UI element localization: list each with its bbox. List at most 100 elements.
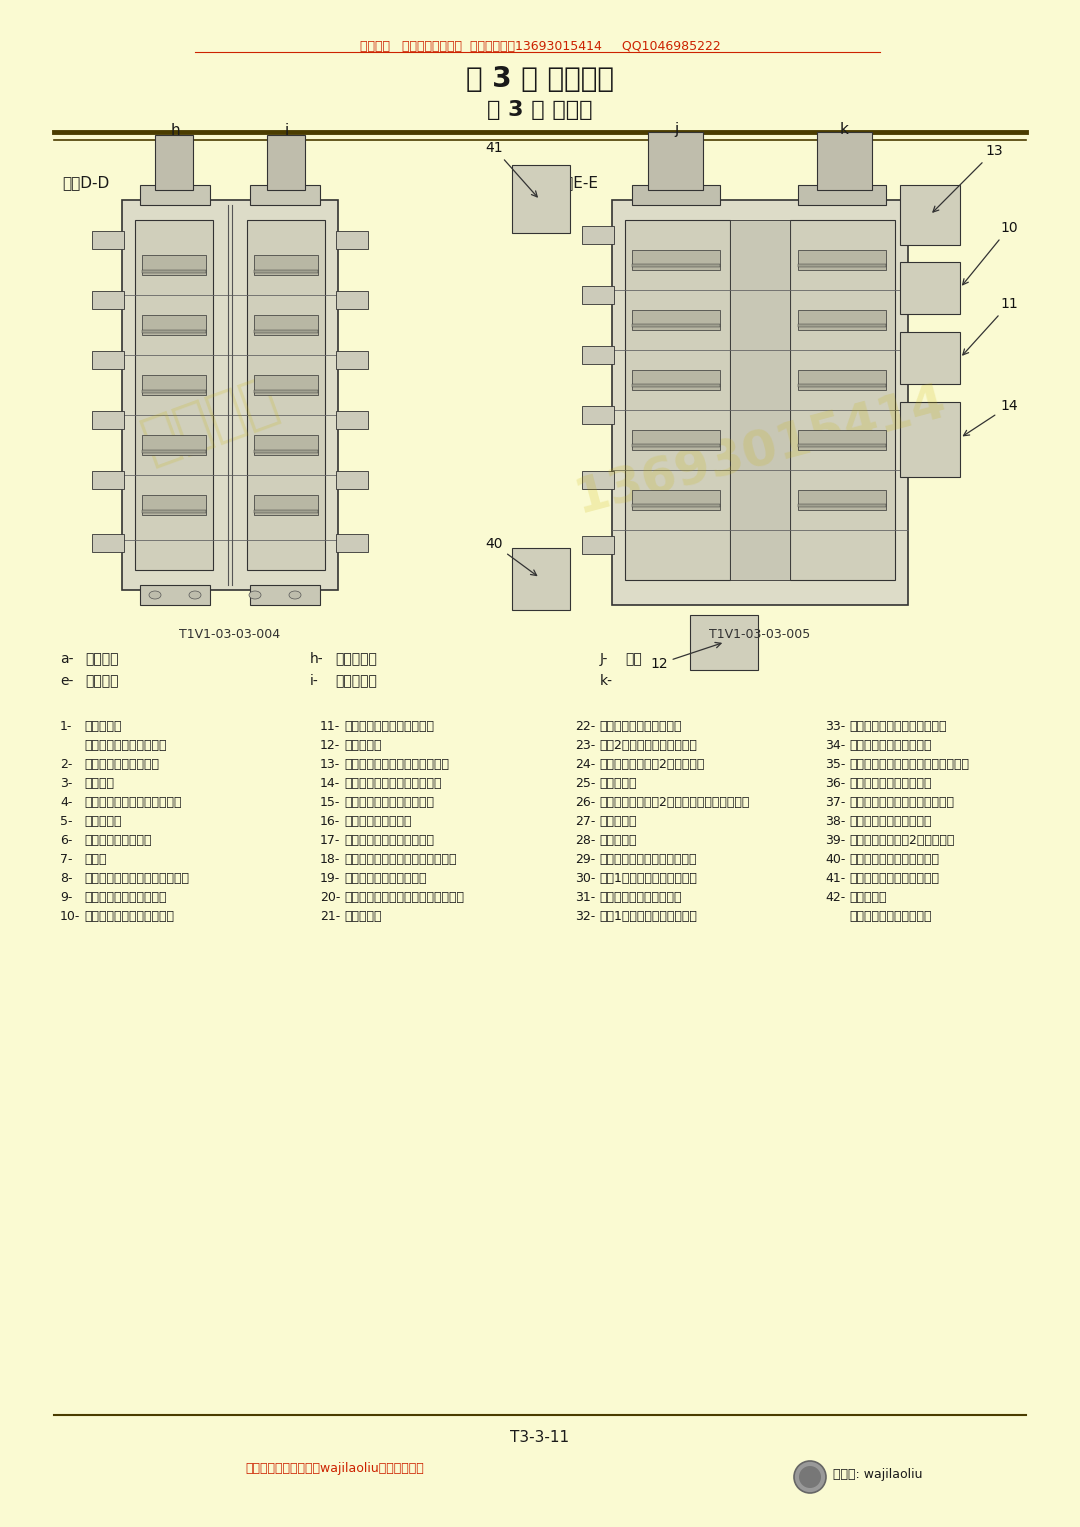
Text: 微信号: wajilaoliu: 微信号: wajilaoliu (833, 1467, 922, 1481)
Ellipse shape (289, 591, 301, 599)
FancyBboxPatch shape (336, 470, 368, 489)
FancyBboxPatch shape (632, 264, 720, 267)
Text: 合流阀: 合流阀 (84, 854, 107, 866)
FancyBboxPatch shape (582, 406, 615, 425)
FancyBboxPatch shape (632, 431, 720, 450)
FancyBboxPatch shape (254, 510, 318, 513)
Text: 斗杆抗漂移阀（选择阀）: 斗杆抗漂移阀（选择阀） (849, 739, 931, 751)
Text: 过载溢流阀（斗杆；活塞杆侧）: 过载溢流阀（斗杆；活塞杆侧） (849, 796, 954, 809)
Text: 机器上侧: 机器上侧 (85, 652, 119, 666)
Text: 13693015414: 13693015414 (569, 377, 951, 522)
FancyBboxPatch shape (612, 200, 908, 605)
Text: 过载溢流移动阀（动臂；底部侧）: 过载溢流移动阀（动臂；底部侧） (345, 854, 457, 866)
Text: 22-: 22- (575, 721, 595, 733)
Text: 27-: 27- (575, 815, 595, 828)
Text: 铲斗流量控制阀（提升阀）: 铲斗流量控制阀（提升阀） (84, 910, 174, 922)
FancyBboxPatch shape (267, 134, 305, 189)
Text: 13-: 13- (320, 757, 340, 771)
FancyBboxPatch shape (140, 585, 210, 605)
FancyBboxPatch shape (798, 310, 886, 330)
FancyBboxPatch shape (336, 411, 368, 429)
Text: h: h (171, 124, 179, 137)
Text: （行走（左）并联油路）: （行走（左）并联油路） (84, 739, 166, 751)
FancyBboxPatch shape (816, 131, 872, 189)
FancyBboxPatch shape (141, 330, 206, 333)
Text: 挖机老刘: 挖机老刘 (135, 370, 285, 470)
Text: 单向阀（主溢流油路）: 单向阀（主溢流油路） (84, 757, 159, 771)
Text: T1V1-03-03-005: T1V1-03-03-005 (710, 628, 811, 641)
Text: 40-: 40- (825, 854, 846, 866)
Text: 9-: 9- (60, 890, 72, 904)
Text: 行走（右）: 行走（右） (335, 673, 377, 689)
Text: h-: h- (310, 652, 324, 666)
Text: 36-: 36- (825, 777, 846, 789)
Text: 铲斗流量控制阀（选择阀）: 铲斗流量控制阀（选择阀） (345, 721, 434, 733)
Text: 第 3 章 部件操作: 第 3 章 部件操作 (465, 66, 615, 93)
Text: 41: 41 (485, 140, 537, 197)
FancyBboxPatch shape (632, 504, 720, 507)
FancyBboxPatch shape (92, 292, 124, 308)
Text: 23-: 23- (575, 739, 595, 751)
Text: 斗杆单向阀（斗杆2流量控制阀）（提升阀）: 斗杆单向阀（斗杆2流量控制阀）（提升阀） (599, 796, 750, 809)
Text: 过载溢流阀（铲斗；底部侧）: 过载溢流阀（铲斗；底部侧） (345, 777, 442, 789)
Text: 斗杆再生阀: 斗杆再生阀 (599, 815, 636, 828)
FancyBboxPatch shape (141, 255, 206, 275)
Text: 4-: 4- (60, 796, 72, 809)
Text: 截荷单向阀（挖掘再生油路）: 截荷单向阀（挖掘再生油路） (599, 854, 697, 866)
FancyBboxPatch shape (582, 347, 615, 363)
FancyBboxPatch shape (632, 250, 720, 270)
Text: 18-: 18- (320, 854, 340, 866)
Text: 行走（左）: 行走（左） (335, 652, 377, 666)
Text: 38-: 38- (825, 815, 846, 828)
Text: 动臂流量控制阀（提升阀）: 动臂流量控制阀（提升阀） (345, 796, 434, 809)
Text: 截荷单向阀（回转油路）: 截荷单向阀（回转油路） (599, 890, 681, 904)
Text: 各用合流阀: 各用合流阀 (84, 815, 121, 828)
Text: 40: 40 (485, 538, 537, 576)
Text: 单向阀（合流油路）: 单向阀（合流油路） (84, 834, 151, 847)
Text: 16-: 16- (320, 815, 340, 828)
FancyBboxPatch shape (632, 185, 720, 205)
Text: 动臂再生阀: 动臂再生阀 (345, 910, 381, 922)
Text: 11: 11 (962, 296, 1017, 354)
Text: J-: J- (600, 652, 608, 666)
Text: 33-: 33- (825, 721, 846, 733)
FancyBboxPatch shape (135, 220, 213, 570)
FancyBboxPatch shape (632, 310, 720, 330)
Circle shape (799, 1466, 821, 1487)
FancyBboxPatch shape (798, 250, 886, 270)
Text: 截荷单向阀（节流孔）（铲斗）: 截荷单向阀（节流孔）（铲斗） (84, 872, 189, 886)
Text: 6-: 6- (60, 834, 72, 847)
Text: i-: i- (310, 673, 319, 689)
Text: 过载溢流阀（铲斗；活塞杆侧）: 过载溢流阀（铲斗；活塞杆侧） (345, 757, 449, 771)
Text: 8-: 8- (60, 872, 72, 886)
Text: 过载溢流阀（斗杆；底部、底部侧）: 过载溢流阀（斗杆；底部、底部侧） (849, 757, 969, 771)
FancyBboxPatch shape (254, 270, 318, 273)
Text: 10-: 10- (60, 910, 80, 922)
Text: 10: 10 (962, 221, 1017, 284)
Text: 42-: 42- (825, 890, 846, 904)
FancyBboxPatch shape (254, 315, 318, 334)
Text: 动臂流量控制阀（选择阀）: 动臂流量控制阀（选择阀） (345, 834, 434, 847)
FancyBboxPatch shape (141, 435, 206, 455)
FancyBboxPatch shape (92, 534, 124, 551)
FancyBboxPatch shape (156, 134, 193, 189)
FancyBboxPatch shape (582, 286, 615, 304)
FancyBboxPatch shape (141, 495, 206, 515)
Text: i: i (285, 124, 289, 137)
FancyBboxPatch shape (900, 402, 960, 476)
Text: 14: 14 (963, 399, 1017, 435)
Text: 主溢流阀: 主溢流阀 (84, 777, 114, 789)
Text: 斗杆抗漂移阀（单向阀）: 斗杆抗漂移阀（单向阀） (849, 777, 931, 789)
FancyBboxPatch shape (512, 548, 570, 609)
Text: 5-: 5- (60, 815, 72, 828)
Text: k-: k- (600, 673, 613, 689)
FancyBboxPatch shape (141, 376, 206, 395)
Text: k: k (839, 122, 849, 137)
FancyBboxPatch shape (900, 331, 960, 383)
Text: 11-: 11- (320, 721, 340, 733)
Text: 21-: 21- (320, 910, 340, 922)
FancyBboxPatch shape (141, 510, 206, 513)
Text: 37-: 37- (825, 796, 846, 809)
Text: 旁通截流阀: 旁通截流阀 (599, 777, 636, 789)
FancyBboxPatch shape (92, 470, 124, 489)
